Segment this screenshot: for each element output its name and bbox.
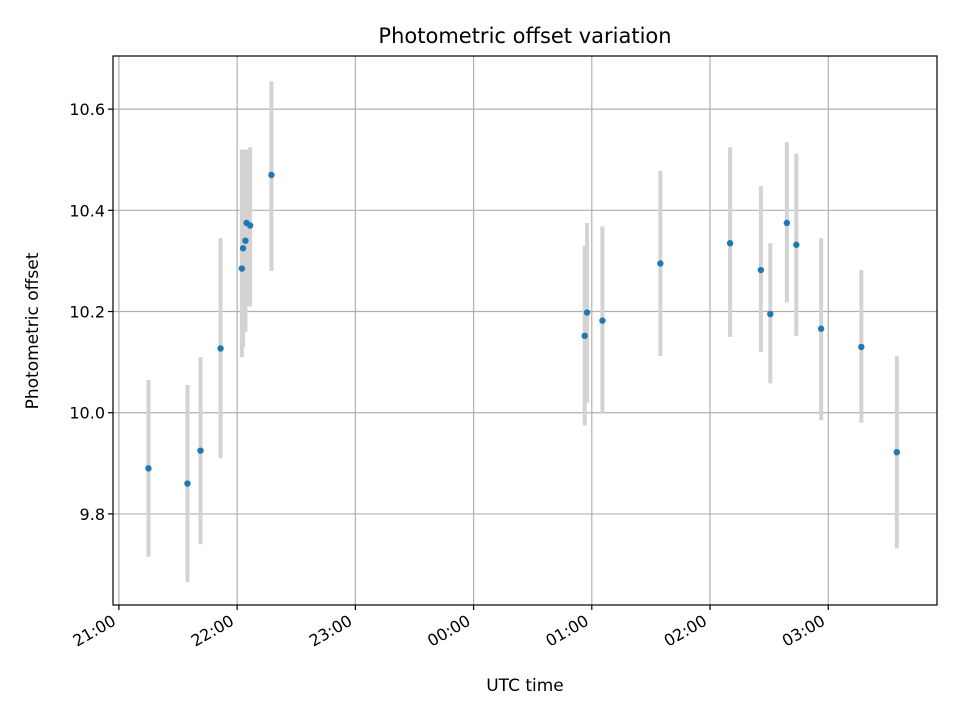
data-point [817, 325, 825, 332]
data-point [145, 465, 152, 472]
data-point [893, 448, 901, 456]
grid-layer [113, 56, 937, 605]
y-axis: 9.8 10.0 10.2 10.4 10.6 [69, 100, 113, 524]
y-axis-label: Photometric offset [23, 252, 43, 409]
data-point [793, 241, 800, 248]
data-point [757, 266, 765, 274]
chart-title: Photometric offset variation [378, 24, 671, 48]
y-tick-label: 10.4 [69, 201, 105, 220]
data-point [242, 237, 249, 244]
data-point [583, 309, 591, 316]
y-tick-label: 10.6 [69, 100, 105, 119]
y-tick-label: 9.8 [80, 505, 105, 524]
data-point [581, 332, 588, 340]
plot-frame [112, 55, 938, 606]
data-point [783, 219, 791, 227]
data-point [268, 171, 275, 179]
data-point [767, 310, 774, 318]
data-point [858, 343, 865, 351]
data-point [238, 265, 246, 272]
data-point [239, 245, 247, 252]
data-point [246, 222, 254, 229]
point-layer [145, 171, 901, 487]
data-point [599, 317, 606, 324]
data-point [197, 447, 204, 454]
y-tick-label: 10.0 [69, 404, 105, 423]
data-point [184, 480, 191, 487]
data-point [217, 345, 224, 352]
data-point [726, 240, 734, 247]
y-tick-label: 10.2 [69, 303, 105, 322]
data-point [657, 260, 664, 267]
x-axis-label: UTC time [486, 676, 564, 696]
